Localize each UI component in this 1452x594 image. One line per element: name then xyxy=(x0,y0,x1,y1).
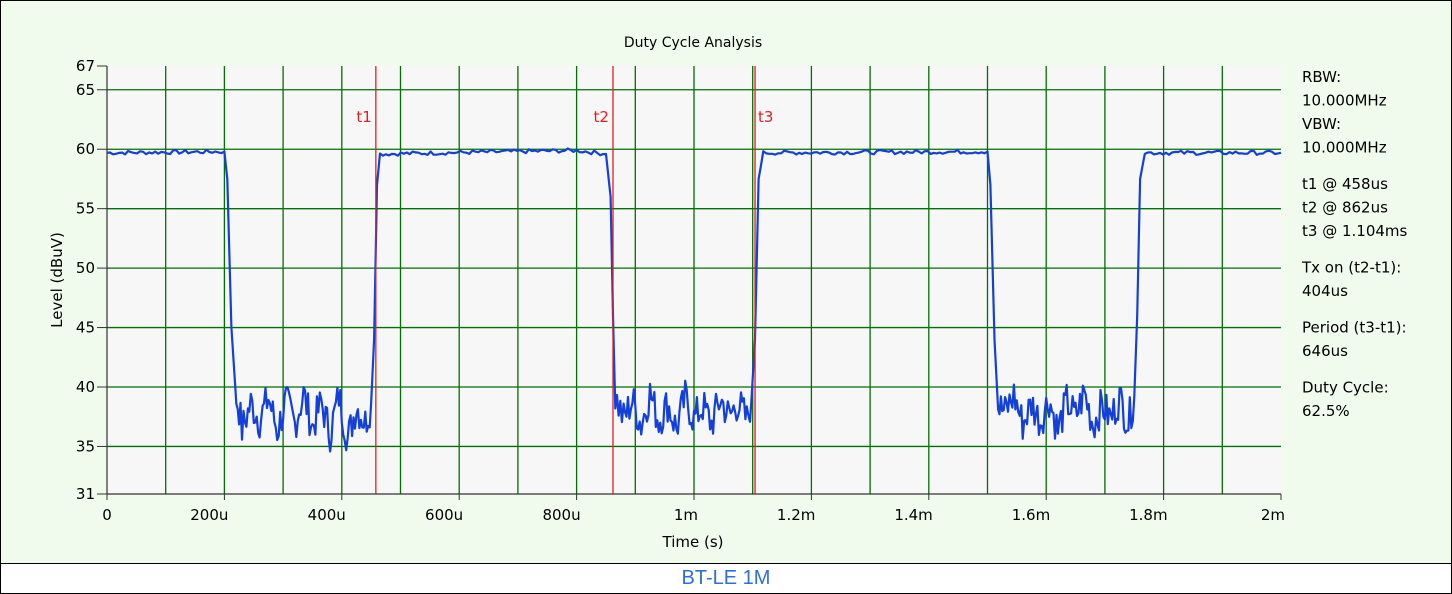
y-tick-label: 31 xyxy=(76,485,95,503)
x-tick-label: 1.6m xyxy=(1012,506,1050,524)
info-line: t1 @ 458us xyxy=(1302,175,1388,193)
info-line: 404us xyxy=(1302,282,1348,300)
chart-title: Duty Cycle Analysis xyxy=(624,35,762,51)
y-tick-label: 50 xyxy=(76,259,95,277)
chart-caption: BT-LE 1M xyxy=(681,567,771,589)
x-tick-label: 1.2m xyxy=(777,506,815,524)
info-line: 646us xyxy=(1302,342,1348,360)
y-tick-labels: 31 35 40 45 50 55 60 65 67 xyxy=(76,57,95,503)
grid-lines xyxy=(107,66,1281,494)
x-tick-label: 1.8m xyxy=(1129,506,1167,524)
marker-label-t2: t2 xyxy=(594,108,609,126)
y-axis-title: Level (dBuV) xyxy=(48,232,66,328)
x-tick-label: 600u xyxy=(425,506,463,524)
marker-label-t3: t3 xyxy=(758,108,773,126)
info-line: 10.000MHz xyxy=(1302,139,1387,157)
axes xyxy=(97,65,1282,500)
info-line: t3 @ 1.104ms xyxy=(1302,222,1408,240)
info-line: 62.5% xyxy=(1302,402,1350,420)
marker-layer: t1 t2 t3 xyxy=(356,66,773,494)
signal-trace xyxy=(106,147,1282,453)
x-axis-title: Time (s) xyxy=(662,533,724,551)
y-tick-label: 60 xyxy=(76,140,95,158)
y-tick-label: 67 xyxy=(76,57,95,75)
y-tick-label: 35 xyxy=(76,437,95,455)
x-tick-labels: 0 200u 400u 600u 800u 1m 1.2m 1.4m 1.6m 1.8m 2m xyxy=(102,506,1285,524)
y-tick-label: 45 xyxy=(76,319,95,337)
y-tick-label: 65 xyxy=(76,81,95,99)
x-tick-label: 800u xyxy=(542,506,580,524)
y-tick-label: 55 xyxy=(76,200,95,218)
info-panel: RBW: 10.000MHz VBW: 10.000MHz t1 @ 458us t2 @… xyxy=(1301,68,1408,420)
info-line: Tx on (t2-t1): xyxy=(1301,259,1401,277)
y-tick-label: 40 xyxy=(76,378,95,396)
info-line: t2 @ 862us xyxy=(1302,199,1388,217)
x-tick-label: 400u xyxy=(308,506,346,524)
info-line: RBW: xyxy=(1302,68,1341,86)
x-tick-label: 0 xyxy=(102,506,112,524)
marker-label-t1: t1 xyxy=(356,108,371,126)
x-tick-label: 1.4m xyxy=(894,506,932,524)
info-line: 10.000MHz xyxy=(1302,92,1387,110)
info-line: Period (t3-t1): xyxy=(1302,319,1407,337)
info-line: VBW: xyxy=(1302,115,1341,133)
trace-layer xyxy=(106,147,1282,453)
caption-box xyxy=(0,563,1452,594)
x-tick-label: 2m xyxy=(1261,506,1285,524)
info-line: Duty Cycle: xyxy=(1302,379,1389,397)
x-tick-label: 1m xyxy=(674,506,698,524)
x-tick-label: 200u xyxy=(190,506,228,524)
